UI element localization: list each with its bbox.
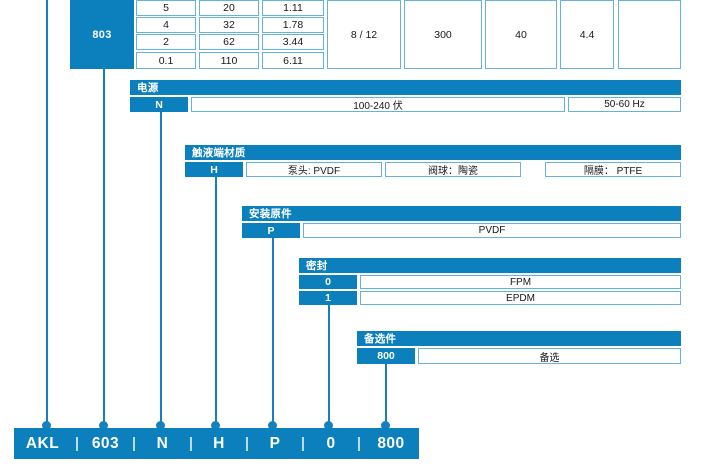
spec-cell-blank bbox=[618, 0, 681, 69]
result-separator: | bbox=[300, 435, 306, 452]
section-header-seal: 密封 bbox=[299, 258, 681, 273]
result-separator: | bbox=[356, 435, 362, 452]
section-header-power: 电源 bbox=[130, 80, 681, 95]
connector-line-option bbox=[385, 364, 387, 426]
section-code-mounting[interactable]: P bbox=[242, 223, 300, 238]
section-code-power[interactable]: N bbox=[130, 97, 188, 112]
section-header-mounting: 安装原件 bbox=[242, 206, 681, 221]
spec-cell-pressure: 4 bbox=[136, 17, 196, 33]
result-segment-model[interactable]: 603 bbox=[91, 434, 120, 452]
section-header-wetted-material: 触液端材质 bbox=[185, 145, 681, 160]
result-separator: | bbox=[131, 435, 137, 452]
connector-dot-series bbox=[42, 421, 51, 430]
connector-dot-power bbox=[156, 421, 165, 430]
connector-line-mounting bbox=[272, 238, 274, 426]
connector-dot-option bbox=[381, 421, 390, 430]
spec-table-code[interactable]: 803 bbox=[70, 0, 134, 69]
section-value-power-voltage: 100-240 伏 bbox=[191, 97, 565, 112]
spec-cell-pressure: 5 bbox=[136, 0, 196, 16]
spec-cell-suction-lift: 40 bbox=[485, 0, 557, 69]
section-value-power-frequency: 50-60 Hz bbox=[568, 97, 681, 112]
connector-line-series bbox=[46, 0, 48, 426]
section-code-seal-0[interactable]: 0 bbox=[299, 275, 357, 289]
result-segment-seal[interactable]: 0 bbox=[326, 434, 336, 452]
spec-cell-flow: 1.11 bbox=[262, 0, 324, 16]
connector-line-seal bbox=[328, 305, 330, 426]
result-segment-option[interactable]: 800 bbox=[377, 434, 405, 452]
product-code-result-bar[interactable]: AKL | 603 | N | H | P | 0 | 800 bbox=[14, 428, 419, 459]
connector-dot-seal bbox=[324, 421, 333, 430]
spec-cell-stroke: 32 bbox=[199, 17, 259, 33]
section-header-option: 备选件 bbox=[357, 331, 681, 346]
section-value-valve-ball: 阀球：陶瓷 bbox=[385, 162, 521, 177]
spec-cell-pressure: 0.1 bbox=[136, 52, 196, 69]
result-segment-power[interactable]: N bbox=[156, 434, 169, 452]
section-code-option[interactable]: 800 bbox=[357, 348, 415, 364]
result-segment-series[interactable]: AKL bbox=[25, 434, 60, 452]
connector-dot-wetted-material bbox=[211, 421, 220, 430]
section-value-pump-head: 泵头: PVDF bbox=[246, 162, 382, 177]
spec-cell-stroke: 20 bbox=[199, 0, 259, 16]
section-value-mounting-material: PVDF bbox=[303, 223, 681, 238]
spec-cell-flow: 3.44 bbox=[262, 34, 324, 50]
section-value-seal-epdm: EPDM bbox=[360, 291, 681, 305]
connector-line-wetted-material bbox=[215, 177, 217, 426]
spec-cell-flow: 6.11 bbox=[262, 52, 324, 69]
spec-cell-strokes-per-min: 300 bbox=[404, 0, 482, 69]
spec-cell-weight: 4.4 bbox=[560, 0, 614, 69]
section-code-wetted-material[interactable]: H bbox=[185, 162, 243, 177]
connector-dot-model bbox=[99, 421, 108, 430]
result-separator: | bbox=[188, 435, 194, 452]
section-value-option: 备选 bbox=[418, 348, 681, 364]
spec-cell-stroke: 110 bbox=[199, 52, 259, 69]
result-segment-wetted-material[interactable]: H bbox=[213, 434, 225, 452]
section-code-seal-1[interactable]: 1 bbox=[299, 291, 357, 305]
section-value-seal-fpm: FPM bbox=[360, 275, 681, 289]
connector-line-power bbox=[160, 112, 162, 426]
result-separator: | bbox=[74, 435, 80, 452]
spec-cell-connection: 8 / 12 bbox=[327, 0, 401, 69]
connector-dot-mounting bbox=[268, 421, 277, 430]
spec-cell-stroke: 62 bbox=[199, 34, 259, 50]
result-segment-mounting[interactable]: P bbox=[269, 434, 281, 452]
connector-line-model bbox=[103, 0, 105, 426]
spec-cell-pressure: 2 bbox=[136, 34, 196, 50]
section-value-diaphragm: 隔膜： PTFE bbox=[545, 162, 681, 177]
result-separator: | bbox=[244, 435, 250, 452]
spec-cell-flow: 1.78 bbox=[262, 17, 324, 33]
